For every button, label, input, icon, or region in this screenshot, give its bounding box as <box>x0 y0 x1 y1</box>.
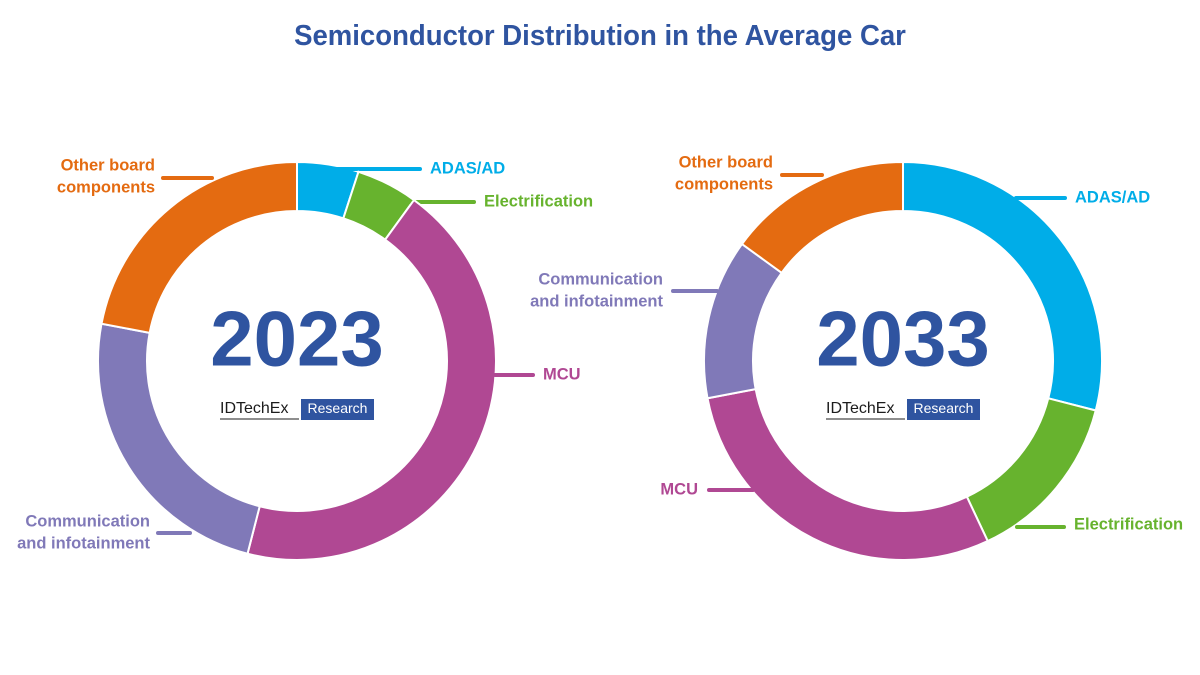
slice-label-communication-and-infotainment: and infotainment <box>17 534 150 552</box>
slice-label-adas-ad: ADAS/AD <box>430 159 505 177</box>
brand-tag: Research <box>914 400 974 416</box>
slice-label-communication-and-infotainment: Communication <box>538 270 663 288</box>
brand-tag: Research <box>308 400 368 416</box>
slice-communication-and-infotainment-2033 <box>703 242 784 400</box>
slice-label-adas-ad: ADAS/AD <box>1075 188 1150 206</box>
slice-mcu-2023 <box>246 198 497 561</box>
slice-label-other-board-components: Other board <box>679 153 773 171</box>
slice-label-other-board-components: components <box>57 178 155 196</box>
center-year-label: 2033 <box>816 295 990 383</box>
slice-label-mcu: MCU <box>660 480 698 498</box>
slice-label-mcu: MCU <box>543 365 581 383</box>
brand-name: IDTechEx <box>826 400 894 417</box>
brand-name: IDTechEx <box>220 400 288 417</box>
page-title: Semiconductor Distribution in the Averag… <box>294 20 906 52</box>
center-year-label: 2023 <box>210 295 384 383</box>
brand-tag-box <box>907 399 980 420</box>
slice-label-electrification: Electrification <box>484 192 593 210</box>
slice-label-other-board-components: Other board <box>61 156 155 174</box>
slice-label-other-board-components: components <box>675 175 773 193</box>
slice-other-board-components-2023 <box>100 160 298 335</box>
slice-label-communication-and-infotainment: Communication <box>25 512 150 530</box>
slice-label-communication-and-infotainment: and infotainment <box>530 292 663 310</box>
brand-tag-box <box>301 399 374 420</box>
donut-chart-2023: ADAS/AD Electrification MCU Communication an… <box>17 156 593 561</box>
donut-chart-2033: ADAS/AD Electrification MCU Communication an… <box>530 153 1183 561</box>
slice-label-electrification: Electrification <box>1074 515 1183 533</box>
slice-other-board-components-2033 <box>740 160 904 275</box>
